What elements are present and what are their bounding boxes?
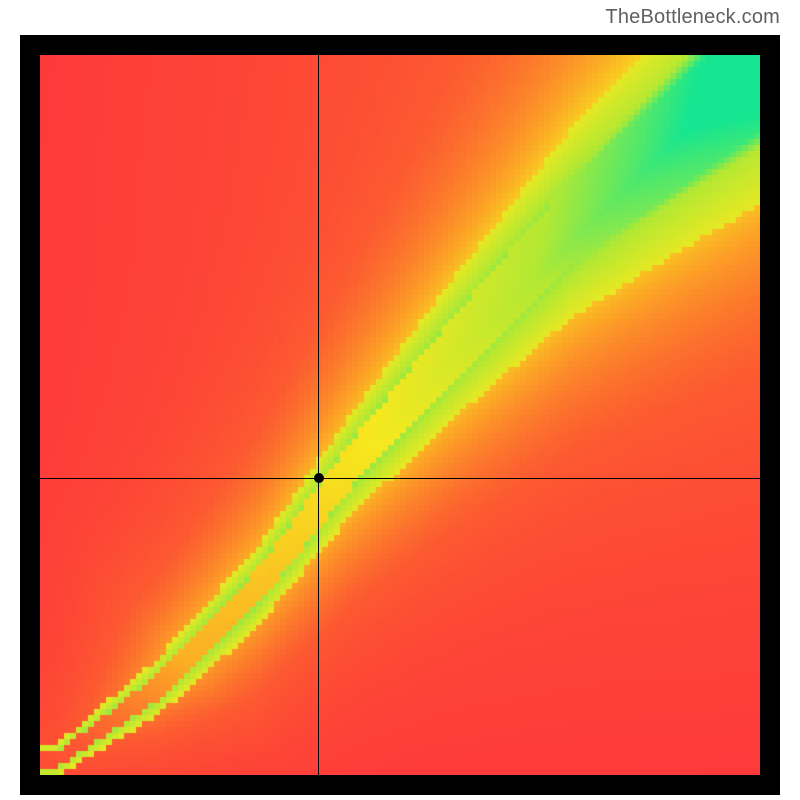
heatmap-canvas: [40, 55, 760, 775]
chart-container: TheBottleneck.com: [0, 0, 800, 800]
crosshair-horizontal-line: [40, 478, 760, 479]
crosshair-marker: [314, 473, 324, 483]
attribution-text: TheBottleneck.com: [605, 6, 780, 29]
crosshair-vertical-line: [318, 55, 319, 775]
